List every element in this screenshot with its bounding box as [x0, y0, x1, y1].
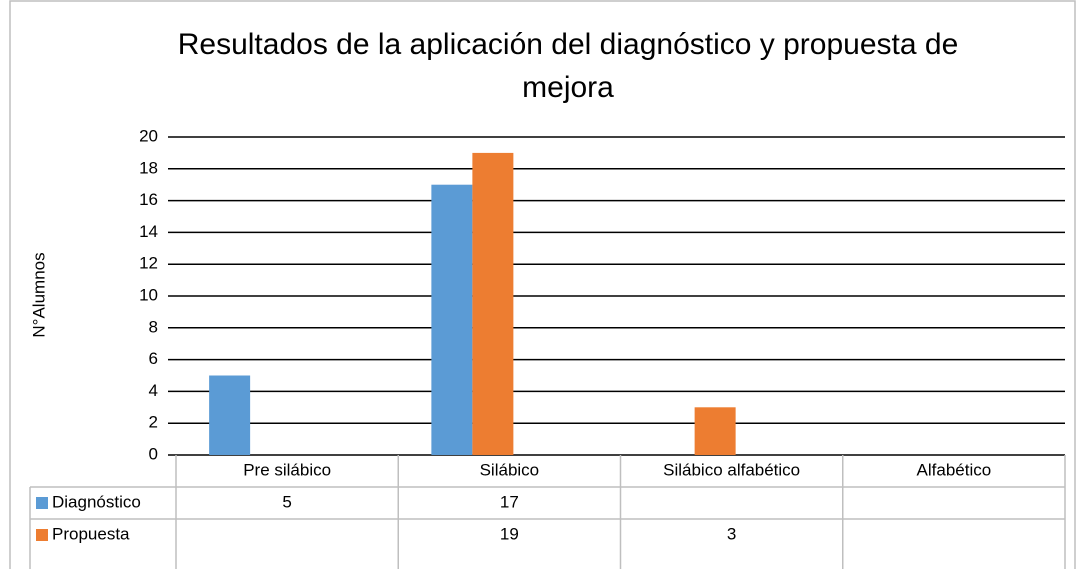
y-tick-label: 8 — [149, 317, 158, 336]
bar — [694, 407, 736, 455]
chart-title: Resultados de la aplicación del diagnóst… — [178, 28, 959, 61]
y-tick-label: 2 — [149, 413, 158, 432]
y-tick-label: 4 — [149, 381, 158, 400]
x-tick-label: Alfabético — [917, 460, 992, 479]
table-value: 17 — [500, 492, 519, 511]
y-tick-label: 14 — [139, 222, 158, 241]
y-tick-label: 16 — [139, 190, 158, 209]
y-tick-label: 6 — [149, 349, 158, 368]
bar — [209, 375, 251, 455]
table-value: 3 — [727, 524, 736, 543]
legend-label: Diagnóstico — [52, 492, 141, 511]
legend-key — [36, 529, 48, 541]
y-tick-label: 10 — [139, 285, 158, 304]
y-axis-label: N°Alumnos — [29, 252, 48, 337]
legend-key — [36, 497, 48, 509]
y-tick-label: 18 — [139, 158, 158, 177]
bar — [472, 152, 514, 455]
y-tick-label: 0 — [149, 444, 158, 463]
table-value: 5 — [282, 492, 291, 511]
chart-border — [9, 0, 1076, 569]
chart-title: mejora — [522, 71, 614, 104]
legend-label: Propuesta — [52, 524, 130, 543]
x-tick-label: Silábico — [480, 460, 540, 479]
y-tick-label: 20 — [139, 126, 158, 145]
y-tick-label: 12 — [139, 254, 158, 273]
bar — [431, 184, 473, 455]
table-value: 19 — [500, 524, 519, 543]
x-tick-label: Silábico alfabético — [663, 460, 800, 479]
x-tick-label: Pre silábico — [243, 460, 331, 479]
